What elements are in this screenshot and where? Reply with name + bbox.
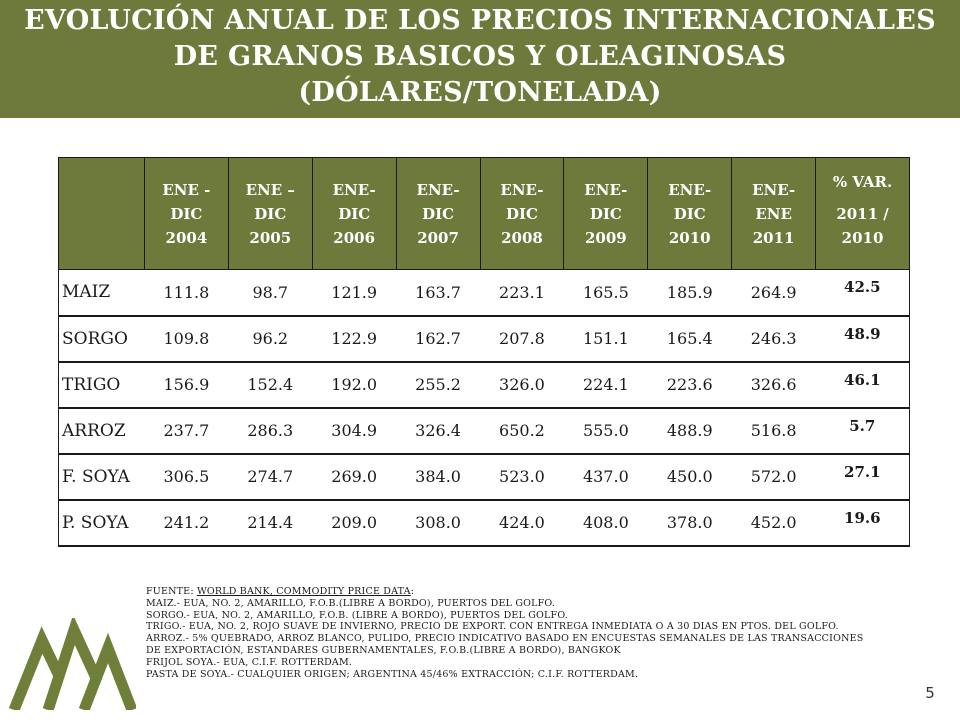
- row-label: F. SOYA: [58, 453, 145, 501]
- value-cell: 326.4: [396, 407, 481, 455]
- value-cell: 165.4: [647, 315, 732, 363]
- value-cell: 286.3: [228, 407, 313, 455]
- value-cell: 156.9: [144, 361, 229, 409]
- source-notes: FUENTE: WORLD BANK, COMMODITY PRICE DATA…: [146, 586, 946, 680]
- value-cell: 650.2: [480, 407, 564, 455]
- value-cell: 424.0: [480, 499, 564, 547]
- value-cell: 98.7: [228, 269, 313, 317]
- value-cell: 384.0: [396, 453, 481, 501]
- var-cell: 48.9: [815, 315, 910, 363]
- note-line: ARROZ.- 5% QUEBRADO, ARROZ BLANCO, PULID…: [146, 633, 864, 645]
- value-cell: 306.5: [144, 453, 229, 501]
- table-row: MAIZ 111.8 98.7 121.9 163.7 223.1 165.5 …: [58, 269, 910, 317]
- value-cell: 523.0: [480, 453, 564, 501]
- table-row: TRIGO 156.9 152.4 192.0 255.2 326.0 224.…: [58, 361, 910, 409]
- value-cell: 326.6: [731, 361, 816, 409]
- var-cell: 5.7: [815, 407, 910, 455]
- table-row: ARROZ 237.7 286.3 304.9 326.4 650.2 555.…: [58, 407, 910, 455]
- page-number: 5: [925, 684, 935, 702]
- value-cell: 264.9: [731, 269, 816, 317]
- value-cell: 122.9: [312, 315, 397, 363]
- header-row: ENE - DIC 2004 ENE – DIC 2005 ENE- DIC 2006 EN…: [58, 157, 910, 270]
- header-corner-cell: [58, 157, 145, 270]
- var-cell: 27.1: [815, 453, 910, 501]
- note-line: FRIJOL SOYA.- EUA, C.I.F. ROTTERDAM.: [146, 656, 353, 668]
- value-cell: 214.4: [228, 499, 313, 547]
- value-cell: 209.0: [312, 499, 397, 547]
- row-label: MAIZ: [58, 269, 145, 317]
- note-line: MAIZ.- EUA, NO. 2, AMARILLO, F.O.B.(LIBR…: [146, 597, 556, 609]
- note-line: SORGO.- EUA, NO. 2, AMARILLO, F.O.B. (LI…: [146, 609, 568, 621]
- header-cell: ENE- DIC 2007: [395, 157, 481, 270]
- value-cell: 152.4: [228, 361, 313, 409]
- value-cell: 192.0: [312, 361, 397, 409]
- note-line: TRIGO.- EUA, NO. 2, ROJO SUAVE DE INVIER…: [146, 621, 839, 633]
- value-cell: 151.1: [563, 315, 648, 363]
- value-cell: 452.0: [731, 499, 816, 547]
- value-cell: 274.7: [228, 453, 313, 501]
- table-row: SORGO 109.8 96.2 122.9 162.7 207.8 151.1…: [58, 315, 910, 363]
- value-cell: 304.9: [312, 407, 397, 455]
- value-cell: 111.8: [144, 269, 229, 317]
- value-cell: 121.9: [312, 269, 397, 317]
- value-cell: 162.7: [396, 315, 481, 363]
- value-cell: 207.8: [480, 315, 564, 363]
- title-banner: EVOLUCIÓN ANUAL DE LOS PRECIOS INTERNACI…: [0, 0, 960, 118]
- value-cell: 224.1: [563, 361, 648, 409]
- title-line-2: DE GRANOS BASICOS Y OLEAGINOSAS: [173, 41, 787, 72]
- header-cell: ENE- DIC 2008: [479, 157, 565, 270]
- header-cell: ENE - DIC 2004: [143, 157, 229, 270]
- value-cell: 109.8: [144, 315, 229, 363]
- value-cell: 255.2: [396, 361, 481, 409]
- header-cell: ENE- ENE 2011: [731, 157, 817, 270]
- value-cell: 223.6: [647, 361, 732, 409]
- var-cell: 19.6: [815, 499, 910, 547]
- source-line: FUENTE: WORLD BANK, COMMODITY PRICE DATA…: [146, 586, 415, 597]
- row-label: SORGO: [58, 315, 145, 363]
- value-cell: 572.0: [731, 453, 816, 501]
- header-cell: ENE- DIC 2010: [647, 157, 733, 270]
- header-cell: ENE- DIC 2006: [311, 157, 397, 270]
- mountain-peaks-logo: [8, 618, 136, 716]
- value-cell: 185.9: [647, 269, 732, 317]
- value-cell: 516.8: [731, 407, 816, 455]
- value-cell: 450.0: [647, 453, 732, 501]
- value-cell: 308.0: [396, 499, 481, 547]
- value-cell: 437.0: [563, 453, 648, 501]
- header-cell: ENE- DIC 2009: [563, 157, 649, 270]
- prices-table: ENE - DIC 2004 ENE – DIC 2005 ENE- DIC 2006 EN…: [58, 157, 910, 547]
- var-cell: 46.1: [815, 361, 910, 409]
- title-line-1: EVOLUCIÓN ANUAL DE LOS PRECIOS INTERNACI…: [24, 5, 936, 36]
- value-cell: 326.0: [480, 361, 564, 409]
- row-label: P. SOYA: [58, 499, 145, 547]
- note-line: PASTA DE SOYA.- CUALQUIER ORIGEN; ARGENT…: [146, 668, 639, 680]
- row-label: TRIGO: [58, 361, 145, 409]
- value-cell: 488.9: [647, 407, 732, 455]
- value-cell: 555.0: [563, 407, 648, 455]
- table-row: F. SOYA 306.5 274.7 269.0 384.0 523.0 43…: [58, 453, 910, 501]
- header-var-cell: % VAR. 2011 / 2010: [815, 157, 910, 270]
- row-label: ARROZ: [58, 407, 145, 455]
- value-cell: 269.0: [312, 453, 397, 501]
- value-cell: 237.7: [144, 407, 229, 455]
- value-cell: 223.1: [480, 269, 564, 317]
- value-cell: 241.2: [144, 499, 229, 547]
- value-cell: 163.7: [396, 269, 481, 317]
- var-cell: 42.5: [815, 269, 910, 317]
- title-line-3: (DÓLARES/TONELADA): [298, 77, 662, 108]
- value-cell: 246.3: [731, 315, 816, 363]
- note-line: DE EXPORTACIÓN, ESTANDARES GUBERNAMENTAL…: [146, 644, 621, 656]
- header-cell: ENE – DIC 2005: [227, 157, 313, 270]
- value-cell: 96.2: [228, 315, 313, 363]
- value-cell: 408.0: [563, 499, 648, 547]
- source-link: WORLD BANK, COMMODITY PRICE DATA: [196, 586, 411, 597]
- table-row: P. SOYA 241.2 214.4 209.0 308.0 424.0 40…: [58, 499, 910, 547]
- value-cell: 165.5: [563, 269, 648, 317]
- value-cell: 378.0: [647, 499, 732, 547]
